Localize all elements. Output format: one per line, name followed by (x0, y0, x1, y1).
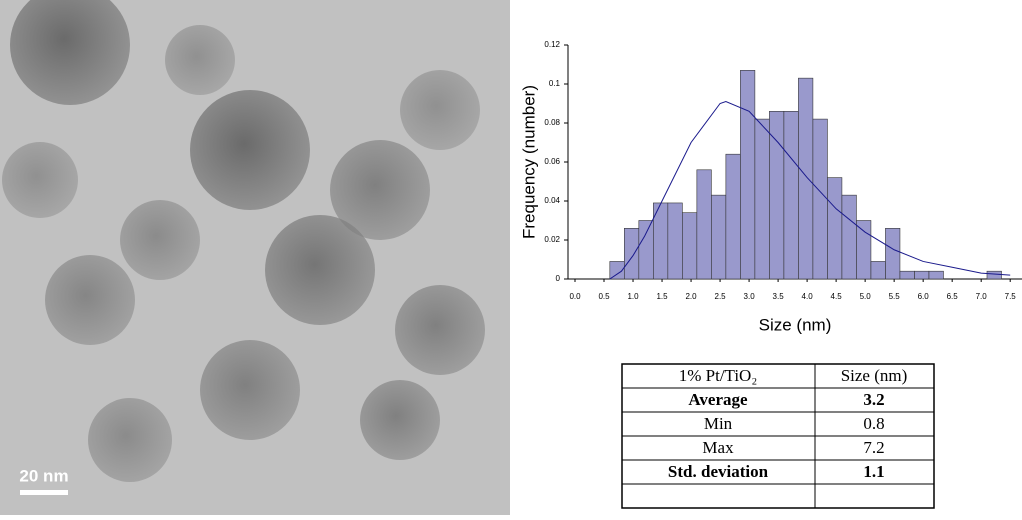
tem-image: 20 nm (0, 0, 510, 515)
bar (928, 270, 944, 280)
x-tick-label: 7.5 (1005, 292, 1017, 301)
scale-bar-label: 20 nm (19, 466, 68, 485)
bar (783, 111, 799, 280)
table-cell: 7.2 (863, 438, 884, 457)
x-tick-label: 7.0 (976, 292, 988, 301)
table-cell: 3.2 (863, 390, 884, 409)
y-axis-title: Frequency (number) (519, 85, 538, 239)
y-tick-label: 0.1 (549, 79, 561, 88)
x-tick-label: 3.0 (744, 292, 756, 301)
x-tick-label: 1.0 (627, 292, 639, 301)
bar (682, 212, 698, 280)
bar (740, 70, 756, 280)
y-tick-label: 0.04 (544, 196, 560, 205)
x-axis-title: Size (nm) (759, 315, 832, 334)
x-tick-label: 6.5 (947, 292, 959, 301)
bar (624, 228, 640, 280)
bar (754, 118, 770, 280)
bar (914, 270, 930, 280)
x-tick-label: 3.5 (773, 292, 785, 301)
table-header: 1% Pt/TiO₂ (679, 366, 758, 385)
stats-table: 1% Pt/TiO₂ Size (nm) Average 3.2 Min 0.8… (621, 363, 935, 509)
bar (667, 202, 683, 280)
table-cell: Std. deviation (668, 462, 769, 481)
x-tick-label: 2.0 (685, 292, 697, 301)
bar (812, 118, 828, 280)
bar (711, 194, 727, 280)
x-tick-label: 4.0 (802, 292, 814, 301)
bar (856, 220, 872, 280)
table-cell: Max (702, 438, 734, 457)
x-tick-label: 5.5 (889, 292, 901, 301)
bar (769, 111, 785, 280)
bar (827, 177, 843, 280)
y-tick-label: 0.02 (544, 235, 560, 244)
x-tick-label: 2.5 (715, 292, 727, 301)
x-tick-label: 1.5 (656, 292, 668, 301)
y-tick-label: 0.06 (544, 157, 560, 166)
table-header: Size (nm) (841, 366, 908, 385)
y-tick-label: 0.08 (544, 118, 560, 127)
y-tick-label: 0 (556, 274, 561, 283)
table-cell: 1.1 (863, 462, 884, 481)
x-tick-label: 5.0 (860, 292, 872, 301)
table-cell: Min (704, 414, 733, 433)
bar (725, 153, 741, 280)
bar (798, 77, 814, 280)
x-tick-label: 0.5 (598, 292, 610, 301)
table-cell: Average (688, 390, 748, 409)
fit-curve (609, 101, 1011, 280)
bar (899, 270, 915, 280)
bar (638, 220, 654, 280)
bar (885, 228, 901, 280)
x-tick-label: 4.5 (831, 292, 843, 301)
bar (841, 194, 857, 280)
bar (696, 169, 712, 280)
bar (986, 270, 1002, 280)
table-cell: 0.8 (863, 414, 884, 433)
x-tick-label: 0.0 (569, 292, 581, 301)
y-tick-label: 0.12 (544, 40, 560, 49)
x-tick-label: 6.0 (918, 292, 930, 301)
bar (870, 261, 886, 280)
